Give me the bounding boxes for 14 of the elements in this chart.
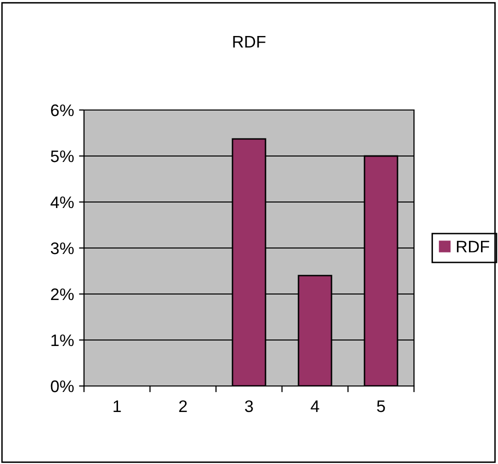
y-tick-label: 4% xyxy=(50,196,74,208)
y-tick-label: 0% xyxy=(50,380,74,392)
legend-label: RDF xyxy=(456,240,490,252)
x-tick-label: 5 xyxy=(377,400,385,412)
y-tick-label: 6% xyxy=(51,104,74,116)
y-tick-label: 2% xyxy=(51,288,74,300)
y-tick-label: 1% xyxy=(51,334,74,346)
x-tick-label: 4 xyxy=(310,400,320,412)
y-tick-label: 3% xyxy=(50,242,74,254)
x-tick-label: 2 xyxy=(179,400,187,412)
chart-title: RDF xyxy=(233,36,266,48)
x-tick-label: 3 xyxy=(245,400,253,412)
y-tick-label: 5% xyxy=(50,150,74,162)
x-tick-label: 1 xyxy=(114,400,121,412)
